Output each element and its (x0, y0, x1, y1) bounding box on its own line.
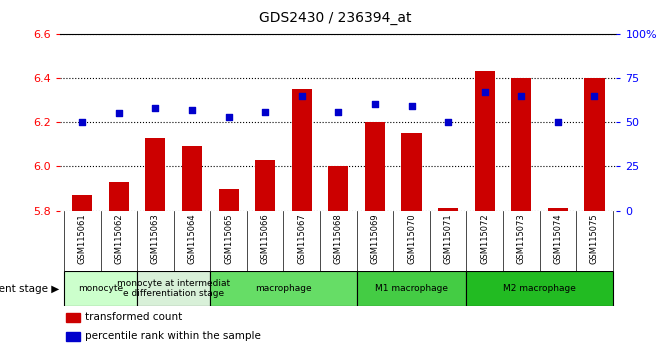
Text: GSM115062: GSM115062 (115, 214, 123, 264)
Point (223, 114, 234, 120)
Point (479, 89, 490, 95)
Text: percentile rank within the sample: percentile rank within the sample (85, 331, 261, 342)
Text: GSM115074: GSM115074 (553, 214, 562, 264)
Bar (210, 271, 356, 306)
Text: GSM115066: GSM115066 (261, 214, 270, 264)
Text: GDS2430 / 236394_at: GDS2430 / 236394_at (259, 11, 411, 25)
Text: macrophage: macrophage (255, 284, 312, 293)
Text: GSM115069: GSM115069 (371, 214, 379, 264)
Text: M2 macrophage: M2 macrophage (503, 284, 576, 293)
Bar (218, 188, 239, 211)
Point (77, 119, 88, 125)
Bar (66, 313, 80, 322)
Text: monocyte at intermediat
e differentiation stage: monocyte at intermediat e differentiatio… (117, 279, 230, 298)
Point (553, 119, 563, 125)
Text: GSM115067: GSM115067 (297, 214, 306, 264)
Text: monocyte: monocyte (78, 284, 123, 293)
Point (370, 102, 381, 107)
Bar (109, 182, 129, 211)
Bar (548, 209, 568, 211)
Bar (474, 71, 494, 211)
Text: GSM115073: GSM115073 (517, 214, 526, 264)
Bar (66, 332, 80, 341)
Text: M1 macrophage: M1 macrophage (375, 284, 448, 293)
Text: GSM115070: GSM115070 (407, 214, 416, 264)
Text: transformed count: transformed count (85, 312, 182, 322)
Bar (401, 133, 421, 211)
Point (516, 93, 527, 98)
Text: GSM115075: GSM115075 (590, 214, 599, 264)
Point (589, 93, 600, 98)
Text: GSM115071: GSM115071 (444, 214, 453, 264)
Text: GSM115072: GSM115072 (480, 214, 489, 264)
Bar (356, 271, 466, 306)
Bar (291, 89, 312, 211)
Bar (466, 271, 613, 306)
Text: development stage ▶: development stage ▶ (0, 284, 60, 293)
Bar (64, 271, 137, 306)
Bar (137, 271, 210, 306)
Text: GSM115064: GSM115064 (188, 214, 196, 264)
Bar (182, 147, 202, 211)
Bar (511, 78, 531, 211)
Point (150, 105, 161, 111)
Text: GSM115068: GSM115068 (334, 214, 343, 264)
Bar (365, 122, 385, 211)
Text: GSM115063: GSM115063 (151, 214, 160, 264)
Bar (72, 195, 92, 211)
Point (113, 110, 124, 116)
Point (443, 119, 454, 125)
Bar (255, 160, 275, 211)
Point (406, 103, 417, 109)
Point (333, 109, 344, 114)
Point (187, 107, 198, 113)
Bar (328, 166, 348, 211)
Bar (438, 209, 458, 211)
Bar (584, 78, 604, 211)
Point (260, 109, 271, 114)
Text: GSM115065: GSM115065 (224, 214, 233, 264)
Bar (145, 138, 165, 211)
Point (296, 93, 307, 98)
Text: GSM115061: GSM115061 (78, 214, 86, 264)
